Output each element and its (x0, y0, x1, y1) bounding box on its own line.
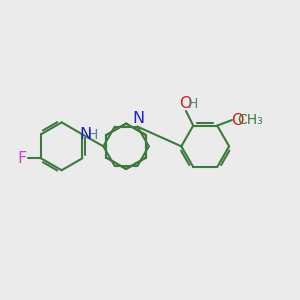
Text: F: F (17, 151, 26, 166)
Text: H: H (187, 97, 197, 111)
Text: N: N (132, 111, 144, 126)
Text: CH₃: CH₃ (237, 113, 263, 127)
Text: N: N (80, 127, 92, 142)
Text: O: O (231, 112, 243, 128)
Text: O: O (179, 96, 191, 111)
Text: H: H (88, 128, 98, 142)
